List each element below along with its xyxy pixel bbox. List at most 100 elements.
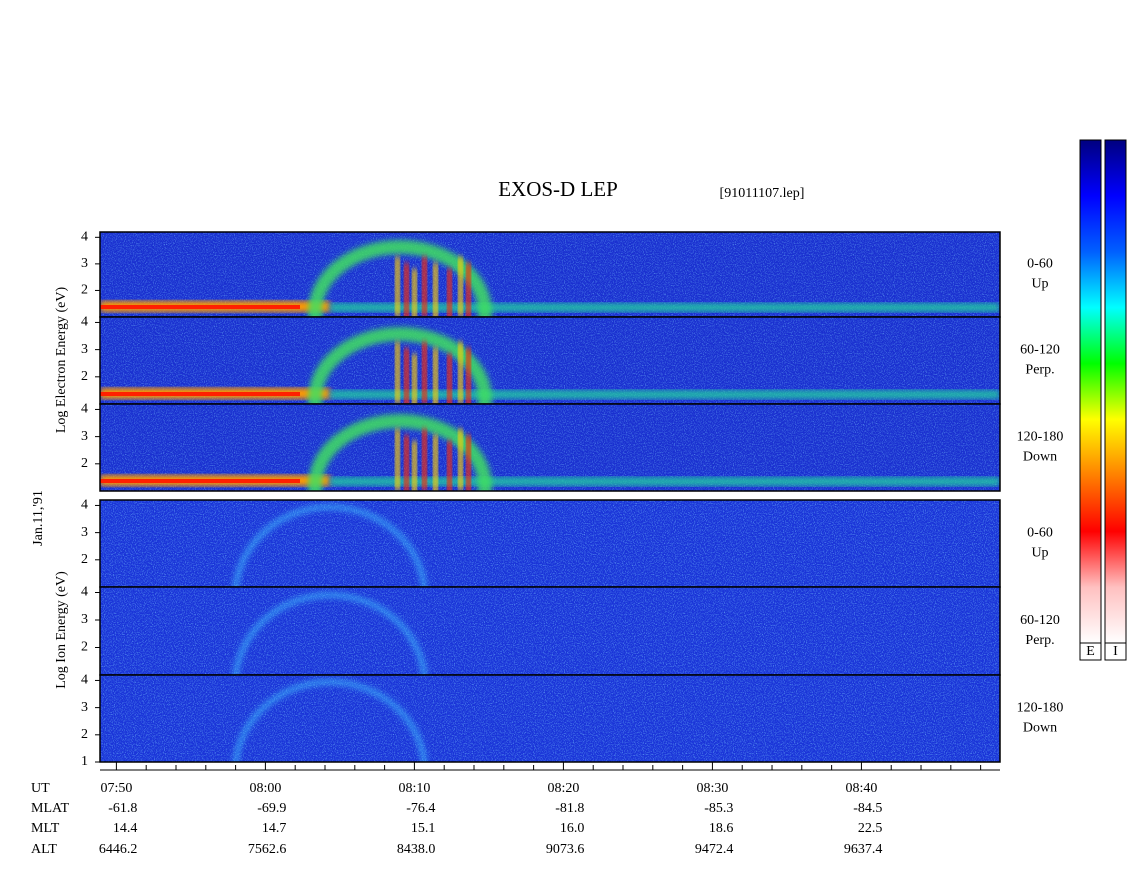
- ephemeris-name: MLAT: [31, 801, 70, 816]
- panel: [100, 404, 1000, 491]
- y-tick-label: 1: [81, 754, 88, 769]
- panel: [100, 232, 1000, 317]
- panel-noise: [100, 500, 1000, 587]
- ephemeris-value: 6446.2: [99, 842, 138, 857]
- y-tick-label: 3: [81, 700, 88, 715]
- ephemeris-value: 18.6: [709, 821, 734, 836]
- panel: [100, 587, 1000, 675]
- y-tick-label: 4: [81, 315, 88, 330]
- ephemeris-name: MLT: [31, 821, 60, 836]
- panel-frame: [99, 403, 1001, 492]
- x-tick-label: 08:10: [398, 781, 430, 796]
- ephemeris-value: 15.1: [411, 821, 436, 836]
- y-tick-label: 4: [81, 402, 88, 417]
- burst: [466, 348, 471, 404]
- y-tick-label: 4: [81, 673, 88, 688]
- ephemeris-value: 7562.6: [248, 842, 287, 857]
- y-tick-label: 3: [81, 429, 88, 444]
- burst: [412, 269, 417, 317]
- burst: [433, 263, 438, 317]
- panel-label: 120-180: [1017, 430, 1064, 445]
- x-tick-label: 08:00: [249, 781, 281, 796]
- panel-label: Up: [1031, 277, 1048, 292]
- burst: [404, 348, 409, 404]
- panel-label: Perp.: [1025, 633, 1054, 648]
- burst: [395, 342, 400, 404]
- ephemeris-value: 22.5: [858, 821, 883, 836]
- y-tick-label: 3: [81, 525, 88, 540]
- panel-label: 120-180: [1017, 701, 1064, 716]
- ephemeris-value: -61.8: [108, 801, 137, 816]
- electron-axis-label: Log Electron Energy (eV): [54, 287, 69, 434]
- y-tick-label: 2: [81, 369, 88, 384]
- ion-arc: [232, 504, 428, 587]
- burst: [404, 263, 409, 317]
- low-energy-core: [100, 305, 300, 309]
- low-energy-tail: [330, 303, 1000, 312]
- y-tick-label: 3: [81, 342, 88, 357]
- ion-axis-label: Log Ion Energy (eV): [54, 571, 69, 689]
- burst: [395, 429, 400, 491]
- ephemeris-value: 9637.4: [844, 842, 883, 857]
- colorbar-label: I: [1113, 644, 1118, 659]
- panel-frame: [99, 674, 1001, 763]
- panel: [100, 675, 1000, 762]
- low-energy-core: [100, 392, 300, 396]
- y-tick-label: 2: [81, 456, 88, 471]
- burst: [447, 354, 452, 404]
- ephemeris-value: 14.7: [262, 821, 287, 836]
- x-tick-label: 08:20: [547, 781, 579, 796]
- x-tick-label: 07:50: [100, 781, 132, 796]
- panel-label: 0-60: [1027, 257, 1053, 272]
- ephemeris-value: -81.8: [555, 801, 584, 816]
- burst: [412, 354, 417, 404]
- x-tick-label: 08:30: [696, 781, 728, 796]
- burst: [458, 257, 463, 317]
- y-tick-label: 4: [81, 585, 88, 600]
- date-label: Jan.11,'91: [31, 490, 46, 546]
- panel: [100, 500, 1000, 587]
- panel-label: 0-60: [1027, 526, 1053, 541]
- ephemeris-value: -84.5: [853, 801, 882, 816]
- panel: [100, 317, 1000, 404]
- burst: [466, 263, 471, 317]
- burst: [422, 429, 427, 491]
- ephemeris-value: 8438.0: [397, 842, 436, 857]
- x-tick-label: 08:40: [845, 781, 877, 796]
- panel-label: Down: [1023, 450, 1057, 465]
- colorbar: [1104, 139, 1127, 644]
- ephemeris-value: 14.4: [113, 821, 138, 836]
- ephemeris-value: -85.3: [704, 801, 733, 816]
- ion-arc: [232, 679, 428, 762]
- ephemeris-value: -69.9: [257, 801, 286, 816]
- arc: [308, 240, 492, 317]
- panel-label: Perp.: [1025, 363, 1054, 378]
- burst: [433, 435, 438, 491]
- y-tick-label: 4: [81, 498, 88, 513]
- ephemeris-value: 9073.6: [546, 842, 585, 857]
- panel-noise: [100, 675, 1000, 762]
- burst: [466, 435, 471, 491]
- burst: [433, 348, 438, 404]
- ephemeris-name: UT: [31, 781, 50, 796]
- y-tick-label: 2: [81, 283, 88, 298]
- panel-label: 60-120: [1020, 613, 1060, 628]
- burst: [422, 342, 427, 404]
- arc: [308, 414, 492, 491]
- panel-label: 60-120: [1020, 343, 1060, 358]
- y-tick-label: 2: [81, 552, 88, 567]
- burst: [422, 257, 427, 317]
- burst: [458, 429, 463, 491]
- colorbar-label: E: [1086, 644, 1095, 659]
- y-tick-label: 2: [81, 727, 88, 742]
- y-tick-label: 2: [81, 640, 88, 655]
- burst: [404, 435, 409, 491]
- burst: [395, 257, 400, 317]
- y-tick-label: 3: [81, 612, 88, 627]
- ephemeris-value: 16.0: [560, 821, 585, 836]
- low-energy-core: [100, 479, 300, 483]
- colorbar-label-box: [1104, 642, 1127, 661]
- burst: [447, 269, 452, 317]
- arc: [308, 327, 492, 404]
